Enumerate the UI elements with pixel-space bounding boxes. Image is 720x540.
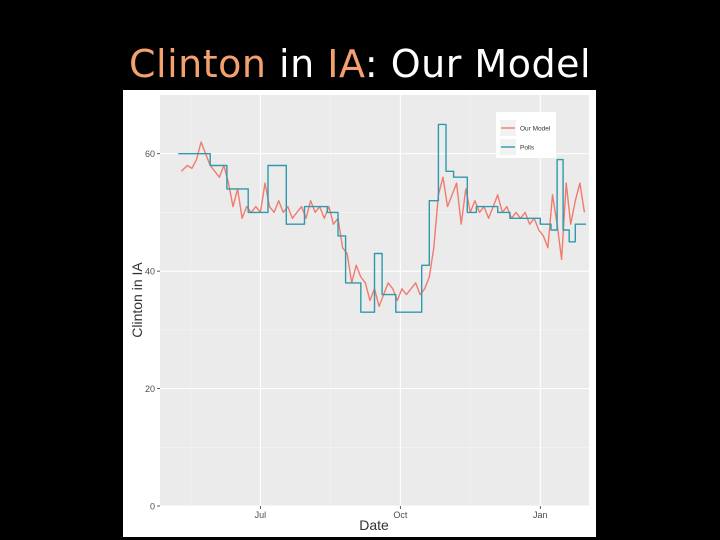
y-tick-label: 40 — [145, 267, 155, 277]
x-tick-label: Oct — [393, 510, 408, 520]
y-axis: 0 20 40 60 — [145, 149, 160, 512]
legend-label: Polls — [520, 145, 535, 152]
series-lines — [178, 123, 586, 313]
title-connector: in — [266, 42, 328, 86]
legend: Our Model Polls — [496, 112, 556, 158]
slide-title: Clinton in IA: Our Model — [0, 42, 720, 86]
y-axis-label: Clinton in IA — [129, 262, 145, 338]
x-tick-label: Jan — [533, 510, 548, 520]
y-tick-label: 60 — [145, 149, 155, 159]
x-axis-label: Date — [359, 517, 389, 533]
chart-frame: 0 20 40 60 Jul Oct Jan Our Model Polls Date Cl… — [123, 90, 596, 537]
y-tick-label: 0 — [150, 502, 155, 512]
title-candidate: Clinton — [129, 42, 267, 86]
legend-entry: Our Model — [500, 120, 551, 136]
series-line-polls — [178, 123, 586, 313]
line-chart: 0 20 40 60 Jul Oct Jan Our Model Polls Date Cl… — [129, 95, 589, 533]
title-suffix: : Our Model — [364, 42, 591, 86]
x-axis: Jul Oct Jan — [255, 506, 548, 520]
y-tick-label: 20 — [145, 384, 155, 394]
x-tick-label: Jul — [255, 510, 267, 520]
legend-label: Our Model — [520, 126, 551, 133]
legend-entry: Polls — [500, 139, 535, 155]
title-state: IA — [327, 42, 365, 86]
